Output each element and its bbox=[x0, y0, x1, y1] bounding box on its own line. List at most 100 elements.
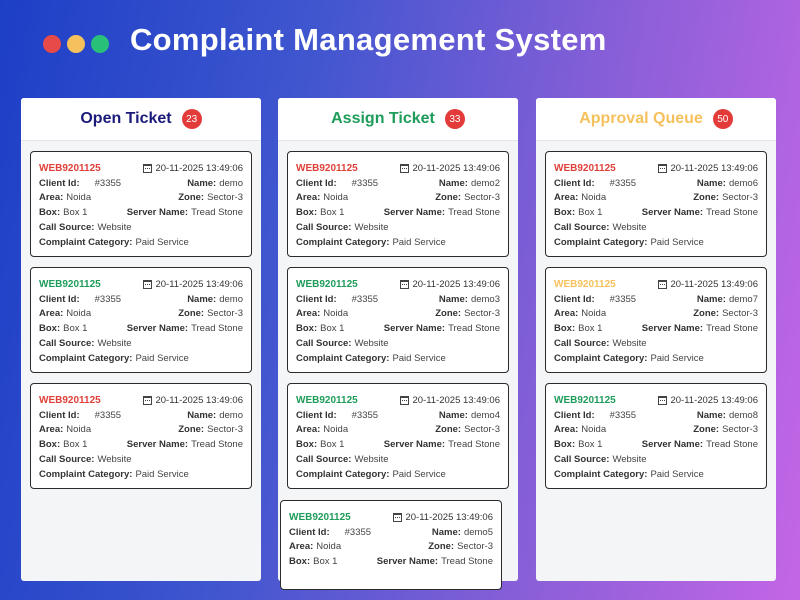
ticket-card[interactable]: WEB9201125 20-11-2025 13:49:06 Client Id… bbox=[545, 151, 767, 257]
server-name-label: Server Name: bbox=[383, 207, 446, 219]
client-id-value: #3355 bbox=[94, 177, 122, 189]
call-source-row: Call Source: Website bbox=[296, 336, 500, 351]
client-id-label: Client Id: bbox=[39, 293, 80, 305]
dragged-card-container: WEB9201125 20-11-2025 13:49:06 Client Id… bbox=[280, 500, 512, 590]
complaint-category-value: Paid Service bbox=[135, 352, 189, 364]
calendar-icon bbox=[658, 279, 668, 289]
box-value: Box 1 bbox=[578, 323, 603, 335]
card-header-row: WEB9201125 20-11-2025 13:49:06 bbox=[554, 277, 758, 292]
box-row: Box: Box 1 Server Name: Tread Stone bbox=[39, 437, 243, 452]
date-text: 20-11-2025 13:49:06 bbox=[670, 394, 758, 406]
client-row: Client Id: #3355 Name: demo4 bbox=[296, 408, 500, 423]
ticket-id[interactable]: WEB9201125 bbox=[39, 278, 101, 290]
name-label: Name: bbox=[187, 177, 217, 189]
call-source-label: Call Source: bbox=[39, 338, 95, 350]
card-header-row: WEB9201125 20-11-2025 13:49:06 bbox=[39, 161, 243, 176]
server-name-value: Tread Stone bbox=[706, 323, 758, 335]
column-open-ticket: Open Ticket 23 WEB9201125 20-11-2025 13:… bbox=[21, 98, 261, 581]
ticket-id[interactable]: WEB9201125 bbox=[296, 162, 358, 174]
client-id-label: Client Id: bbox=[554, 177, 595, 189]
name-label: Name: bbox=[696, 293, 726, 305]
complaint-category-label: Complaint Category: bbox=[296, 236, 390, 248]
complaint-category-row: Complaint Category: Paid Service bbox=[296, 235, 500, 250]
ticket-date: 20-11-2025 13:49:06 bbox=[658, 163, 758, 174]
server-name-label: Server Name: bbox=[376, 556, 439, 568]
ticket-id[interactable]: WEB9201125 bbox=[289, 511, 351, 523]
complaint-category-value: Paid Service bbox=[135, 468, 189, 480]
zone-label: Zone: bbox=[428, 541, 455, 553]
ticket-id[interactable]: WEB9201125 bbox=[554, 278, 616, 290]
client-row: Client Id: #3355 Name: demo bbox=[39, 176, 243, 191]
zone-value: Sector-3 bbox=[722, 192, 758, 204]
ticket-id[interactable]: WEB9201125 bbox=[554, 162, 616, 174]
call-source-value: Website bbox=[612, 454, 647, 466]
ticket-card[interactable]: WEB9201125 20-11-2025 13:49:06 Client Id… bbox=[545, 267, 767, 373]
ticket-card[interactable]: WEB9201125 20-11-2025 13:49:06 Client Id… bbox=[287, 151, 509, 257]
ticket-date: 20-11-2025 13:49:06 bbox=[658, 395, 758, 406]
name-label: Name: bbox=[438, 409, 468, 421]
name-label: Name: bbox=[431, 526, 461, 538]
call-source-value: Website bbox=[354, 338, 389, 350]
area-label: Area: bbox=[554, 424, 579, 436]
ticket-id[interactable]: WEB9201125 bbox=[296, 278, 358, 290]
name-value: demo3 bbox=[470, 293, 500, 305]
area-row: Area: Noida Zone: Sector-3 bbox=[39, 191, 243, 206]
call-source-row: Call Source: Website bbox=[554, 220, 758, 235]
client-id-value: #3355 bbox=[609, 177, 637, 189]
area-value: Noida bbox=[323, 308, 349, 320]
server-name-value: Tread Stone bbox=[191, 439, 243, 451]
call-source-row: Call Source: Website bbox=[39, 452, 243, 467]
box-value: Box 1 bbox=[63, 323, 88, 335]
column-header: Open Ticket 23 bbox=[21, 98, 261, 141]
complaint-category-value: Paid Service bbox=[392, 468, 446, 480]
box-label: Box: bbox=[296, 323, 318, 335]
green-dot-icon bbox=[91, 35, 109, 53]
complaint-category-row: Complaint Category: Paid Service bbox=[554, 351, 758, 366]
client-id-label: Client Id: bbox=[296, 409, 337, 421]
box-value: Box 1 bbox=[313, 556, 338, 568]
complaint-category-label: Complaint Category: bbox=[554, 468, 648, 480]
client-id-label: Client Id: bbox=[39, 177, 80, 189]
complaint-category-value: Paid Service bbox=[650, 236, 704, 248]
name-label: Name: bbox=[696, 409, 726, 421]
ticket-card[interactable]: WEB9201125 20-11-2025 13:49:06 Client Id… bbox=[287, 267, 509, 373]
ticket-id[interactable]: WEB9201125 bbox=[39, 394, 101, 406]
ticket-card[interactable]: WEB9201125 20-11-2025 13:49:06 Client Id… bbox=[545, 383, 767, 489]
client-row: Client Id: #3355 Name: demo bbox=[39, 292, 243, 307]
date-text: 20-11-2025 13:49:06 bbox=[155, 278, 243, 290]
area-row: Area: Noida Zone: Sector-3 bbox=[296, 423, 500, 438]
complaint-category-row: Complaint Category: Paid Service bbox=[39, 467, 243, 482]
ticket-id[interactable]: WEB9201125 bbox=[39, 162, 101, 174]
call-source-value: Website bbox=[612, 222, 647, 234]
count-badge: 23 bbox=[181, 109, 202, 129]
call-source-label: Call Source: bbox=[554, 222, 610, 234]
client-id-value: #3355 bbox=[344, 526, 372, 538]
ticket-id[interactable]: WEB9201125 bbox=[554, 394, 616, 406]
ticket-card[interactable]: WEB9201125 20-11-2025 13:49:06 Client Id… bbox=[30, 151, 252, 257]
box-value: Box 1 bbox=[320, 207, 345, 219]
calendar-icon bbox=[143, 279, 153, 289]
box-value: Box 1 bbox=[63, 439, 88, 451]
client-id-label: Client Id: bbox=[296, 293, 337, 305]
dragged-ticket-card[interactable]: WEB9201125 20-11-2025 13:49:06 Client Id… bbox=[280, 500, 502, 590]
client-row: Client Id: #3355 Name: demo bbox=[39, 408, 243, 423]
yellow-dot-icon bbox=[67, 35, 85, 53]
ticket-date: 20-11-2025 13:49:06 bbox=[143, 279, 243, 290]
complaint-category-row: Complaint Category: Paid Service bbox=[554, 467, 758, 482]
ticket-id[interactable]: WEB9201125 bbox=[296, 394, 358, 406]
box-label: Box: bbox=[554, 207, 576, 219]
ticket-card[interactable]: WEB9201125 20-11-2025 13:49:06 Client Id… bbox=[287, 383, 509, 489]
card-header-row: WEB9201125 20-11-2025 13:49:06 bbox=[554, 393, 758, 408]
client-id-label: Client Id: bbox=[289, 526, 330, 538]
zone-label: Zone: bbox=[435, 424, 462, 436]
zone-label: Zone: bbox=[435, 308, 462, 320]
ticket-card[interactable]: WEB9201125 20-11-2025 13:49:06 Client Id… bbox=[30, 383, 252, 489]
client-id-label: Client Id: bbox=[39, 409, 80, 421]
card-header-row: WEB9201125 20-11-2025 13:49:06 bbox=[39, 393, 243, 408]
call-source-value: Website bbox=[354, 222, 389, 234]
column-approval-queue: Approval Queue 50 WEB9201125 20-11-2025 … bbox=[536, 98, 776, 581]
box-label: Box: bbox=[39, 323, 61, 335]
ticket-card[interactable]: WEB9201125 20-11-2025 13:49:06 Client Id… bbox=[30, 267, 252, 373]
ticket-date: 20-11-2025 13:49:06 bbox=[658, 279, 758, 290]
complaint-category-value: Paid Service bbox=[650, 468, 704, 480]
